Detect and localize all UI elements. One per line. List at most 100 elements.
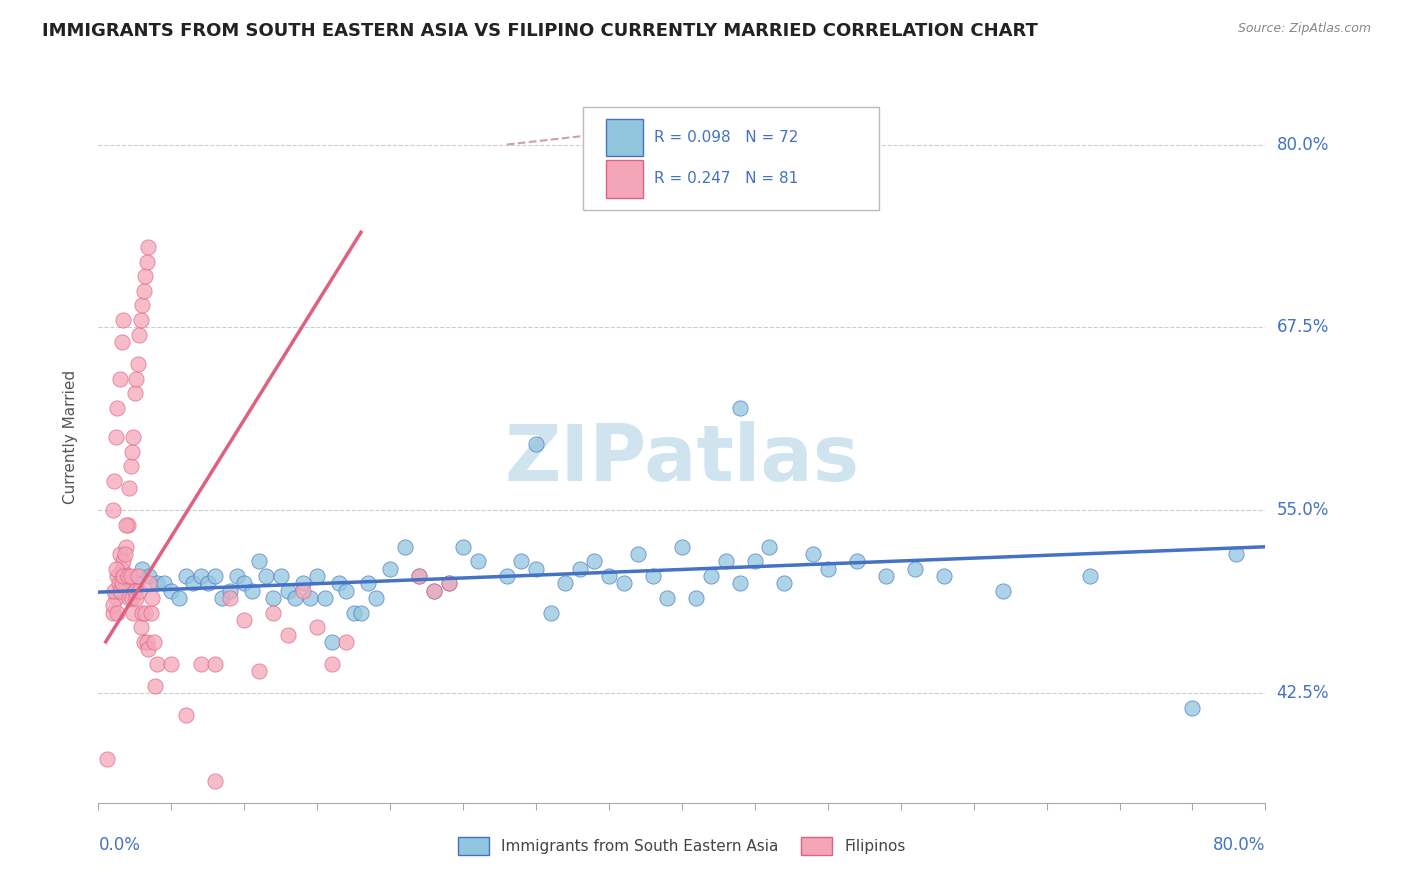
Point: [284, 591, 307, 605]
Point: [328, 576, 350, 591]
Point: [114, 547, 136, 561]
Point: [685, 591, 707, 605]
Point: [105, 401, 128, 415]
Point: [657, 591, 679, 605]
Point: [120, 569, 142, 583]
Point: [801, 547, 824, 561]
Point: [423, 583, 446, 598]
Point: [730, 576, 752, 591]
Point: [110, 583, 132, 598]
Point: [128, 583, 150, 598]
Point: [437, 576, 460, 591]
Point: [357, 576, 380, 591]
Point: [108, 576, 131, 591]
Point: [124, 576, 146, 591]
Point: [613, 576, 636, 591]
Point: [111, 576, 134, 591]
Point: [129, 620, 152, 634]
Point: [127, 357, 149, 371]
Point: [117, 517, 139, 532]
Point: [218, 810, 240, 824]
Point: [277, 627, 299, 641]
Point: [138, 569, 160, 583]
Point: [934, 569, 956, 583]
Point: [122, 606, 145, 620]
Point: [335, 635, 357, 649]
Point: [104, 591, 127, 605]
Point: [226, 569, 249, 583]
Point: [120, 459, 142, 474]
Point: [240, 583, 263, 598]
Point: [335, 583, 357, 598]
Point: [115, 517, 138, 532]
Point: [277, 583, 299, 598]
Point: [121, 591, 143, 605]
Point: [904, 562, 927, 576]
Point: [143, 679, 166, 693]
Point: [627, 547, 650, 561]
Point: [991, 583, 1014, 598]
Point: [101, 599, 124, 613]
Point: [307, 569, 329, 583]
Point: [641, 569, 664, 583]
Point: [247, 554, 270, 568]
Point: [744, 554, 766, 568]
Point: [132, 635, 155, 649]
Point: [146, 657, 169, 671]
Text: ZIPatlas: ZIPatlas: [505, 421, 859, 497]
Point: [408, 569, 430, 583]
Point: [298, 591, 321, 605]
Point: [307, 620, 329, 634]
Point: [204, 773, 226, 788]
Point: [437, 576, 460, 591]
Point: [1225, 547, 1247, 561]
Point: [554, 576, 576, 591]
Point: [96, 752, 118, 766]
Point: [451, 540, 474, 554]
Point: [101, 606, 124, 620]
Point: [700, 569, 723, 583]
Point: [247, 664, 270, 678]
Point: [423, 583, 446, 598]
Point: [773, 576, 796, 591]
Point: [136, 642, 159, 657]
Point: [103, 474, 125, 488]
Point: [380, 562, 402, 576]
Text: 80.0%: 80.0%: [1213, 836, 1265, 854]
Point: [524, 437, 547, 451]
Point: [142, 635, 165, 649]
Text: 80.0%: 80.0%: [1277, 136, 1329, 153]
Point: [350, 606, 373, 620]
Point: [146, 576, 169, 591]
Point: [105, 606, 128, 620]
Point: [134, 269, 156, 284]
Point: [218, 583, 240, 598]
Point: [160, 583, 183, 598]
Point: [321, 657, 343, 671]
Text: 67.5%: 67.5%: [1277, 318, 1329, 336]
Point: [846, 554, 869, 568]
Point: [394, 540, 416, 554]
Point: [496, 569, 519, 583]
Point: [103, 583, 125, 598]
Point: [112, 554, 135, 568]
Point: [138, 576, 160, 591]
Point: [343, 606, 366, 620]
Point: [758, 540, 780, 554]
Point: [291, 583, 314, 598]
Point: [510, 554, 533, 568]
Point: [408, 569, 430, 583]
Point: [128, 327, 150, 342]
Point: [190, 657, 212, 671]
Point: [114, 576, 136, 591]
Point: [117, 569, 139, 583]
Text: IMMIGRANTS FROM SOUTH EASTERN ASIA VS FILIPINO CURRENTLY MARRIED CORRELATION CHA: IMMIGRANTS FROM SOUTH EASTERN ASIA VS FI…: [42, 22, 1038, 40]
Point: [141, 591, 163, 605]
Point: [321, 635, 343, 649]
Y-axis label: Currently Married: Currently Married: [63, 370, 77, 504]
Text: 42.5%: 42.5%: [1277, 684, 1329, 702]
Point: [817, 562, 839, 576]
Point: [568, 562, 591, 576]
Point: [110, 371, 132, 385]
Point: [160, 657, 183, 671]
